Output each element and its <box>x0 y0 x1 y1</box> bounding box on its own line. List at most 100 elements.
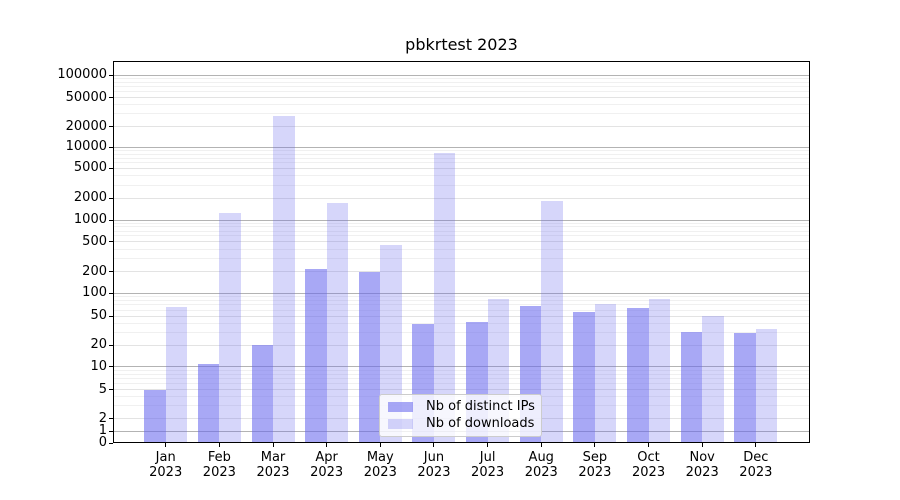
x-axis-tick-year: 2023 <box>363 465 397 480</box>
bar-downloads <box>594 303 617 443</box>
decade-gridline <box>113 74 810 76</box>
x-axis-tick-label: Jul 2023 <box>456 450 520 480</box>
bar-distinct-ips <box>734 333 756 443</box>
x-axis-tick-label: Oct 2023 <box>617 450 681 480</box>
minor-gridline <box>113 257 810 259</box>
x-axis-tick <box>433 443 435 447</box>
x-axis-tick-year: 2023 <box>685 465 719 480</box>
legend-item: Nb of distinct IPs <box>388 400 535 414</box>
minor-gridline <box>113 91 810 93</box>
gridline <box>113 97 810 99</box>
decade-gridline <box>113 366 810 368</box>
minor-gridline <box>113 81 810 83</box>
y-axis-tick-label: 1 <box>98 423 107 439</box>
legend: Nb of distinct IPs Nb of downloads <box>379 394 542 437</box>
x-axis-tick-label: Nov 2023 <box>670 450 734 480</box>
minor-gridline <box>113 300 810 302</box>
minor-gridline <box>113 230 810 232</box>
x-axis-tick-year: 2023 <box>256 465 290 480</box>
minor-gridline <box>113 304 810 306</box>
y-axis-tick-label: 20 <box>90 337 107 352</box>
gridline <box>113 126 810 128</box>
x-axis-tick-year: 2023 <box>739 465 773 480</box>
x-axis-tick-label: Feb 2023 <box>187 450 251 480</box>
plot-area <box>113 61 810 443</box>
bar-distinct-ips <box>627 307 649 443</box>
y-axis-tick-label: 1000 <box>73 212 107 227</box>
minor-gridline <box>113 377 810 379</box>
y-axis-tick-label: 2 <box>98 410 107 426</box>
legend-label: Nb of downloads <box>426 416 535 431</box>
gridline <box>113 241 810 243</box>
x-axis-tick <box>487 443 489 447</box>
x-axis-tick-year: 2023 <box>417 465 451 480</box>
x-axis-tick-year: 2023 <box>471 465 505 480</box>
y-axis-tick-label: 0 <box>98 435 107 450</box>
x-axis-tick-year: 2023 <box>202 465 236 480</box>
bar-downloads <box>273 116 295 443</box>
gridline <box>113 344 810 346</box>
gridline <box>113 389 810 391</box>
y-axis-tick-label: 100 <box>82 285 107 301</box>
bar-distinct-ips <box>251 345 273 443</box>
x-axis-tick <box>165 443 167 447</box>
x-axis-tick <box>540 443 542 447</box>
x-axis-tick-label: Jan 2023 <box>134 450 198 480</box>
legend-swatch <box>388 402 413 412</box>
minor-gridline <box>113 226 810 228</box>
bar-distinct-ips <box>358 271 381 443</box>
decade-gridline <box>113 219 810 221</box>
bar-downloads <box>380 245 402 443</box>
x-axis-tick-year: 2023 <box>310 465 344 480</box>
x-axis-tick <box>648 443 650 447</box>
x-axis-tick <box>272 443 274 447</box>
decade-gridline <box>113 292 810 294</box>
y-axis-tick-label: 20000 <box>65 118 107 134</box>
x-axis-tick-year: 2023 <box>524 465 558 480</box>
y-axis-tick-label: 5000 <box>73 160 107 176</box>
y-axis-tick-label: 50000 <box>65 89 107 105</box>
legend-item: Nb of downloads <box>388 416 535 431</box>
bar-downloads <box>702 316 724 443</box>
bar-downloads <box>326 203 349 443</box>
y-axis-tick-label: 100000 <box>57 67 107 82</box>
minor-gridline <box>113 296 810 298</box>
minor-gridline <box>113 149 810 151</box>
x-axis-tick <box>379 443 381 447</box>
minor-gridline <box>113 248 810 250</box>
y-axis-tick-label: 5 <box>98 381 107 397</box>
minor-gridline <box>113 222 810 224</box>
decade-gridline <box>113 146 810 148</box>
y-axis-tick-label: 200 <box>82 263 107 279</box>
gridline <box>113 167 810 169</box>
minor-gridline <box>113 162 810 164</box>
minor-gridline <box>113 104 810 106</box>
x-axis-tick-year: 2023 <box>578 465 612 480</box>
bar-distinct-ips <box>305 269 327 443</box>
minor-gridline <box>113 235 810 237</box>
x-axis-tick-label: Jun 2023 <box>402 450 466 480</box>
x-axis-tick-label: Sep 2023 <box>563 450 627 480</box>
x-axis-tick-year: 2023 <box>632 465 666 480</box>
x-axis-tick <box>326 443 328 447</box>
minor-gridline <box>113 373 810 375</box>
x-axis-tick <box>701 443 703 447</box>
gridline <box>113 271 810 273</box>
gridline <box>113 315 810 317</box>
minor-gridline <box>113 383 810 385</box>
bar-distinct-ips <box>573 311 595 443</box>
x-axis-tick-label: Apr 2023 <box>295 450 359 480</box>
minor-gridline <box>113 157 810 159</box>
minor-gridline <box>113 309 810 311</box>
legend-swatch <box>388 419 413 429</box>
x-axis-tick-year: 2023 <box>149 465 183 480</box>
minor-gridline <box>113 175 810 177</box>
y-axis-tick-label: 2000 <box>73 190 107 206</box>
gridline <box>113 197 810 199</box>
x-axis-tick-label: Dec 2023 <box>724 450 788 480</box>
minor-gridline <box>113 153 810 155</box>
bar-distinct-ips <box>197 363 220 443</box>
x-axis-tick <box>218 443 220 447</box>
bar-downloads <box>541 200 563 443</box>
